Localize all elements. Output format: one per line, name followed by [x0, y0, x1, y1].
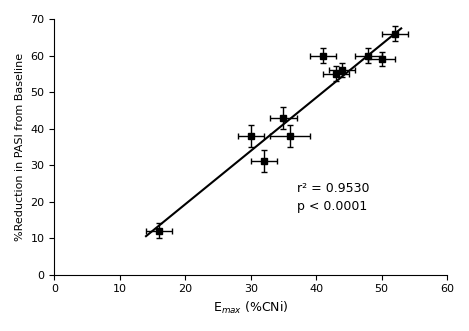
X-axis label: E$_{max}$ (%CNi): E$_{max}$ (%CNi) [213, 300, 288, 316]
Text: r² = 0.9530
p < 0.0001: r² = 0.9530 p < 0.0001 [296, 181, 369, 213]
Y-axis label: %Reduction in PASI from Baseline: %Reduction in PASI from Baseline [15, 53, 25, 241]
